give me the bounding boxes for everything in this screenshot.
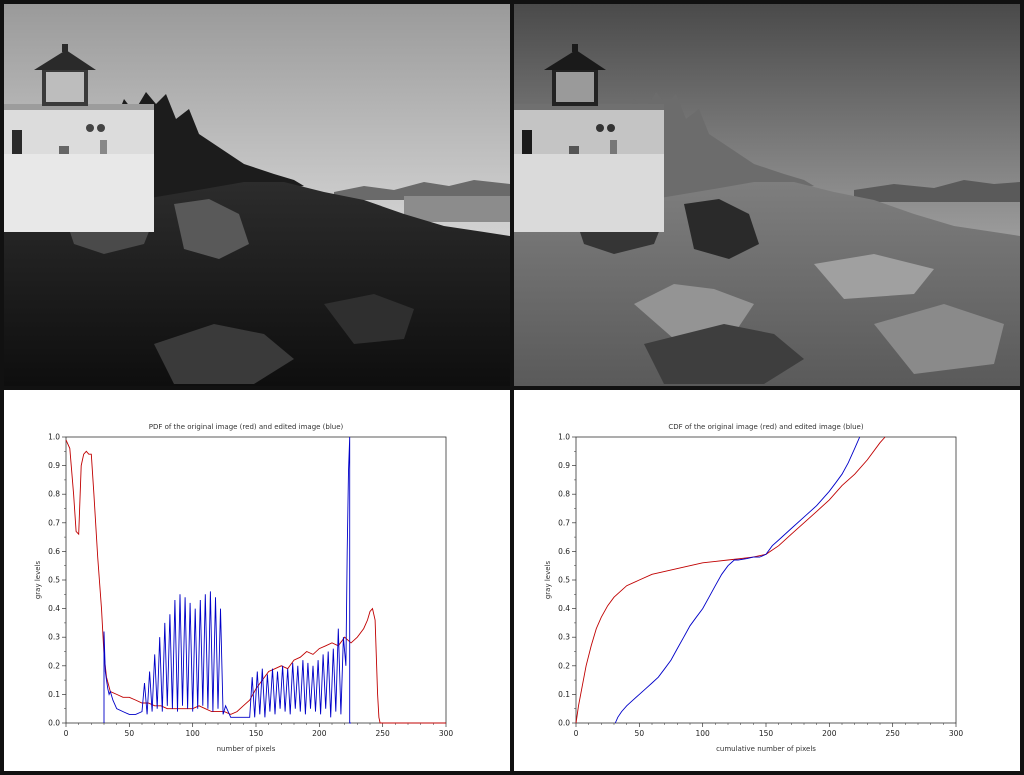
x-tick-label: 150 <box>759 729 774 738</box>
chart-title: CDF of the original image (red) and edit… <box>668 423 863 431</box>
y-tick-label: 0.1 <box>48 690 60 699</box>
y-tick-label: 0.6 <box>558 547 570 556</box>
y-tick-label: 0.9 <box>558 461 570 470</box>
y-tick-label: 0.0 <box>48 719 60 728</box>
x-tick-label: 150 <box>249 729 264 738</box>
x-axis-label: number of pixels <box>217 745 276 753</box>
original-lighthouse-image <box>4 4 510 386</box>
x-tick-label: 50 <box>635 729 645 738</box>
y-tick-label: 0.2 <box>558 661 570 670</box>
chart-title: PDF of the original image (red) and edit… <box>149 423 344 431</box>
y-tick-label: 0.5 <box>48 576 60 585</box>
y-tick-label: 0.1 <box>558 690 570 699</box>
series-line-1 <box>103 436 351 724</box>
series-line-0 <box>65 439 446 724</box>
cdf-chart: CDF of the original image (red) and edit… <box>544 423 964 753</box>
y-tick-label: 0.8 <box>558 490 570 499</box>
series-line-0 <box>575 436 886 724</box>
plot-frame <box>575 436 957 724</box>
cdf-chart-panel: CDF of the original image (red) and edit… <box>514 390 1020 771</box>
x-tick-label: 300 <box>949 729 964 738</box>
x-tick-label: 250 <box>376 729 391 738</box>
y-tick-label: 0.7 <box>558 518 570 527</box>
y-tick-label: 1.0 <box>558 433 570 442</box>
series-line-1 <box>614 436 861 724</box>
y-tick-label: 0.6 <box>48 547 60 556</box>
edited-image-panel <box>514 4 1020 386</box>
y-tick-label: 0.3 <box>48 633 60 642</box>
y-tick-label: 0.7 <box>48 518 60 527</box>
plot-frame <box>65 436 447 724</box>
y-tick-label: 0.4 <box>48 604 60 613</box>
y-tick-label: 0.4 <box>558 604 570 613</box>
x-tick-label: 0 <box>574 729 579 738</box>
y-tick-label: 0.8 <box>48 490 60 499</box>
y-tick-label: 0.0 <box>558 719 570 728</box>
y-tick-label: 0.2 <box>48 661 60 670</box>
x-tick-label: 100 <box>186 729 201 738</box>
pdf-chart-panel: PDF of the original image (red) and edit… <box>4 390 510 771</box>
y-tick-label: 1.0 <box>48 433 60 442</box>
y-tick-label: 0.5 <box>558 576 570 585</box>
y-axis-label: gray levels <box>544 561 552 600</box>
x-tick-label: 100 <box>696 729 711 738</box>
edited-lighthouse-image <box>514 4 1020 386</box>
y-axis-label: gray levels <box>34 561 42 600</box>
x-tick-label: 200 <box>822 729 837 738</box>
x-tick-label: 50 <box>125 729 135 738</box>
y-tick-label: 0.3 <box>558 633 570 642</box>
x-tick-label: 250 <box>886 729 901 738</box>
x-axis-label: cumulative number of pixels <box>716 745 816 753</box>
original-image-panel <box>4 4 510 386</box>
x-tick-label: 300 <box>439 729 454 738</box>
pdf-chart: PDF of the original image (red) and edit… <box>34 423 454 753</box>
x-tick-label: 0 <box>64 729 69 738</box>
y-tick-label: 0.9 <box>48 461 60 470</box>
x-tick-label: 200 <box>312 729 327 738</box>
